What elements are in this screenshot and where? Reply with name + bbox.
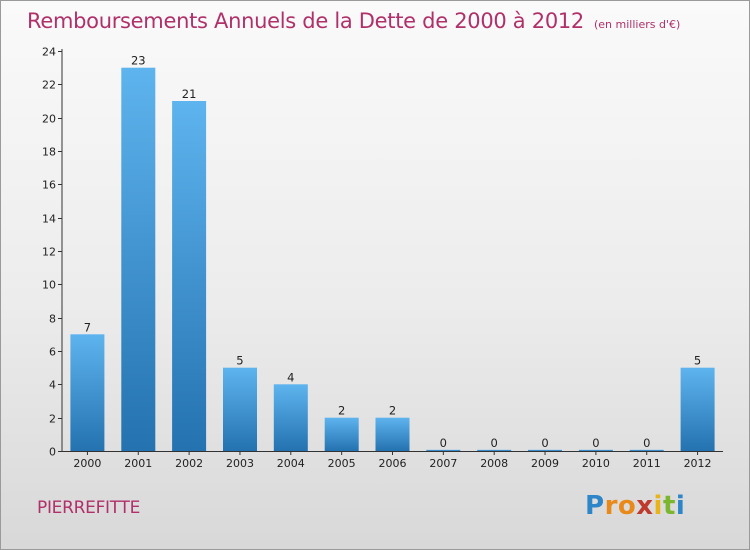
y-tick-label: 12 [42,246,56,259]
x-tick-label-2005: 2005 [328,457,356,470]
x-tick-label-2007: 2007 [429,457,457,470]
y-tick-label: 4 [49,379,56,392]
y-tick-label: 24 [42,46,56,59]
y-tick-label: 6 [49,346,56,359]
bar-2006 [375,417,410,451]
data-label-2008: 0 [491,436,498,450]
chart-title-block: Remboursements Annuels de la Dette de 20… [27,9,680,33]
x-tick-label-2002: 2002 [175,457,203,470]
chart-data-labels: 7 23 21 5 4 2 2 0 0 0 0 0 5 [84,54,701,450]
x-tick-label-2001: 2001 [124,457,152,470]
data-label-2012: 5 [694,354,701,368]
bar-2011 [629,449,664,451]
bar-2002 [172,101,207,451]
logo-letter: i [675,491,686,521]
y-tick-label: 18 [42,146,56,159]
chart-subtitle: (en milliers d'€) [594,18,681,31]
bar-2003 [223,367,257,451]
x-tick-label-2009: 2009 [531,457,559,470]
y-tick-label: 22 [42,79,56,92]
x-tick-label-2003: 2003 [226,457,254,470]
y-tick-label: 2 [49,413,56,426]
data-label-2009: 0 [541,436,548,450]
y-tick-label: 20 [42,113,56,126]
x-tick-label-2011: 2011 [633,457,661,470]
logo-letter: x [636,491,654,521]
x-tick-label-2008: 2008 [480,457,508,470]
commune-name: PIERREFITTE [37,498,141,518]
data-label-2001: 23 [131,54,146,68]
logo-letter: P [585,491,605,521]
logo-letter: i [653,491,663,521]
data-label-2006: 2 [389,404,396,418]
data-label-2002: 21 [182,87,197,101]
bar-2000 [70,334,105,451]
y-tick-label: 16 [42,179,56,192]
bar-2005 [324,417,359,451]
logo-letter: o [617,491,637,521]
x-tick-label-2012: 2012 [684,457,712,470]
chart-bars [70,67,715,451]
bar-2010 [578,449,613,451]
chart-title: Remboursements Annuels de la Dette de 20… [27,9,584,33]
y-tick-label: 14 [42,213,56,226]
proxiti-logo: Proxiti [585,491,685,521]
data-label-2003: 5 [236,354,243,368]
y-tick-label: 10 [42,279,56,292]
bar-2008 [477,449,512,451]
data-label-2005: 2 [338,404,345,418]
bar-2004 [273,384,308,451]
data-label-2007: 0 [440,436,447,450]
bar-2001 [121,67,156,451]
data-label-2010: 0 [592,436,599,450]
x-tick-label-2006: 2006 [379,457,407,470]
bar-2012 [680,367,715,451]
x-tick-label-2010: 2010 [582,457,610,470]
bar-2007 [426,449,461,451]
logo-letter: r [604,491,618,521]
data-label-2011: 0 [643,436,650,450]
data-label-2000: 7 [84,320,91,334]
x-tick-label-2000: 2000 [73,457,101,470]
data-label-2004: 4 [287,370,294,384]
y-tick-label: 8 [49,313,56,326]
logo-letter: t [662,491,676,521]
x-tick-label-2004: 2004 [277,457,305,470]
bar-2009 [528,449,562,451]
y-tick-label: 0 [49,446,56,459]
